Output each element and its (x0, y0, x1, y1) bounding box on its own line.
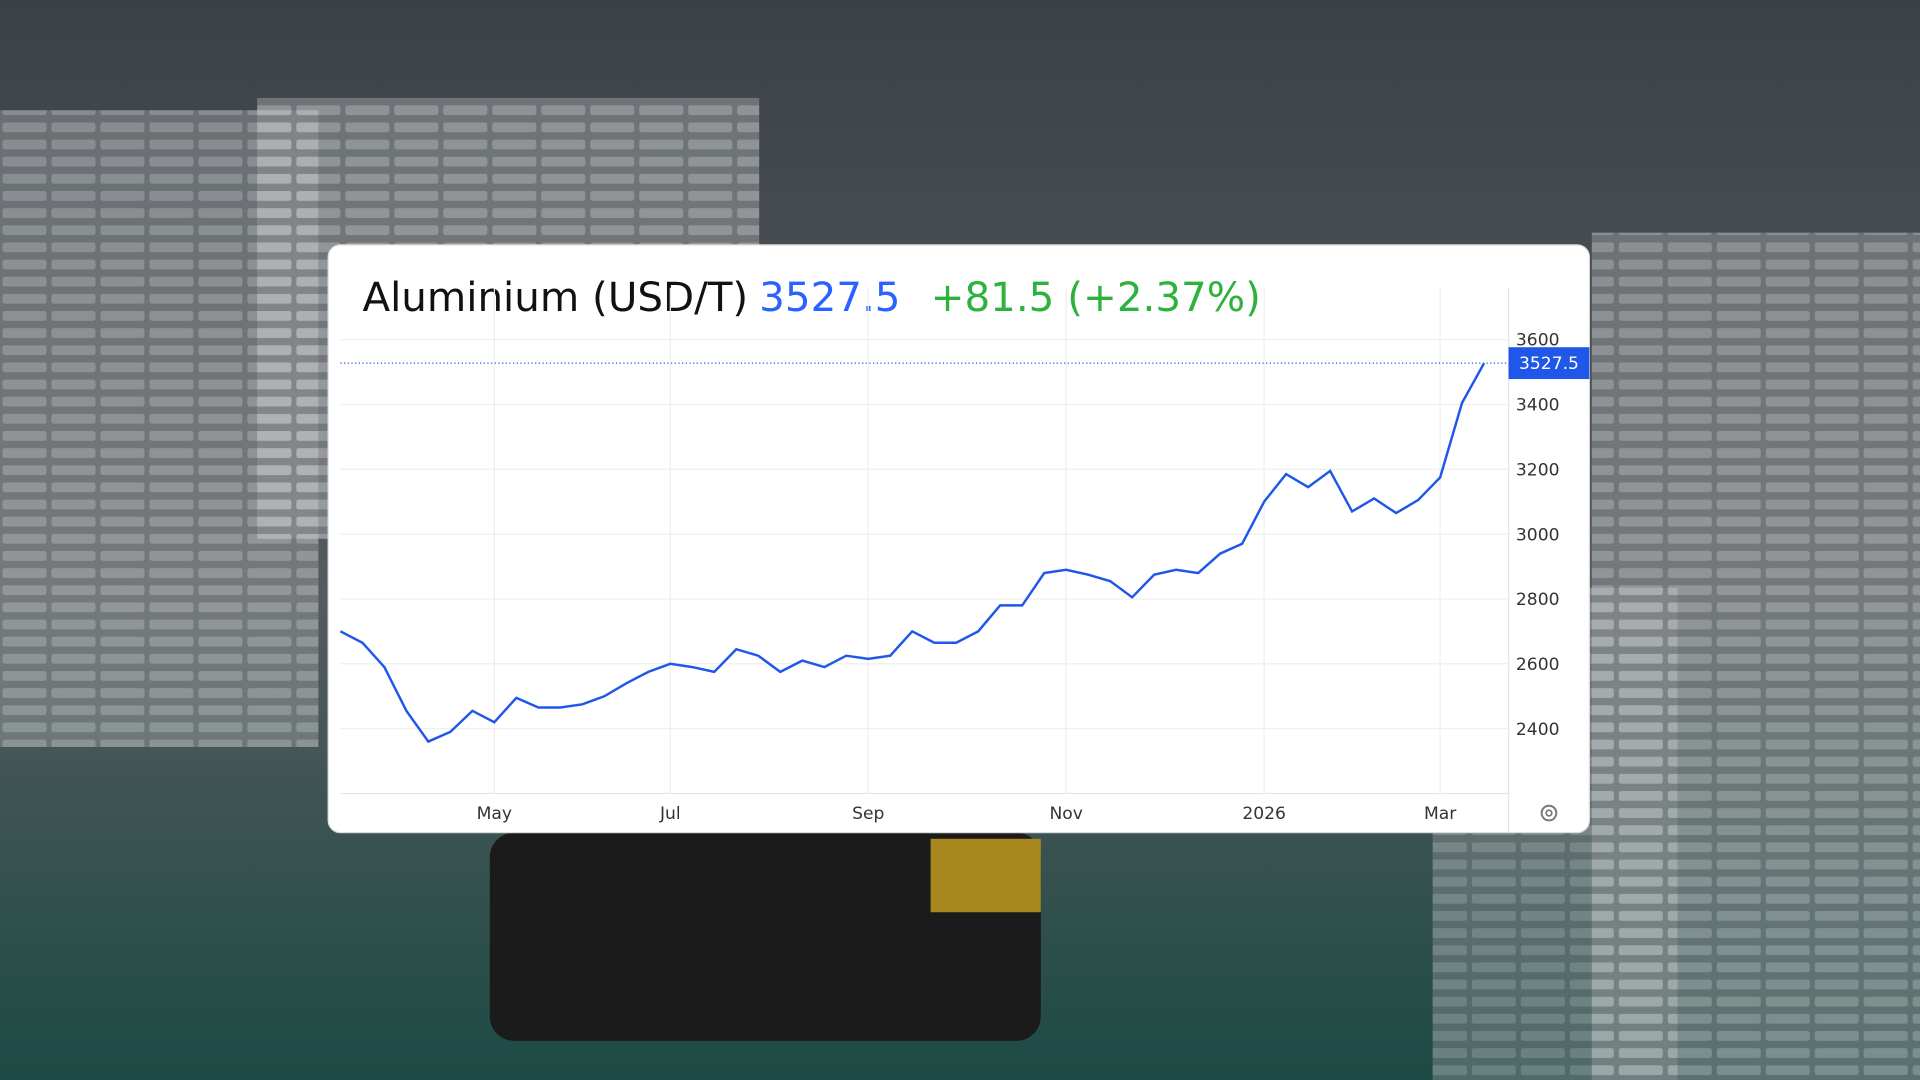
chart-title: Aluminium (USD/T) (362, 273, 748, 321)
y-tick-label: 3400 (1516, 396, 1560, 416)
price-change: +81.5 (+2.37%) (931, 273, 1261, 321)
last-price-tag (1508, 347, 1590, 380)
y-tick-label: 2400 (1516, 720, 1560, 740)
forklift-body (930, 838, 1041, 913)
x-tick-label: Sep (852, 804, 884, 824)
price-line (339, 362, 1486, 744)
x-tick-label: May (477, 804, 512, 824)
y-tick-label: 3600 (1516, 331, 1560, 351)
y-tick-label: 3200 (1516, 460, 1560, 480)
settings-icon[interactable] (1540, 804, 1558, 822)
chart-card (327, 244, 1590, 834)
last-price-label: 3527.5 (1519, 354, 1579, 374)
x-tick-label: Jul (659, 804, 681, 824)
x-tick-label: Nov (1049, 804, 1082, 824)
forklift (489, 832, 1041, 1041)
x-tick-label: 2026 (1242, 804, 1286, 824)
y-tick-label: 2600 (1516, 655, 1560, 675)
x-tick-label: Mar (1424, 804, 1457, 824)
gear[interactable] (1540, 804, 1558, 822)
gear-hub[interactable] (1545, 809, 1553, 817)
y-tick-label: 3000 (1516, 525, 1560, 545)
last-price: 3527.5 (759, 273, 900, 321)
plot: 2400 2600 2800 3000 3200 3400 3600 May Jul Sep Nov… (339, 287, 1590, 824)
y-tick-label: 2800 (1516, 590, 1560, 610)
